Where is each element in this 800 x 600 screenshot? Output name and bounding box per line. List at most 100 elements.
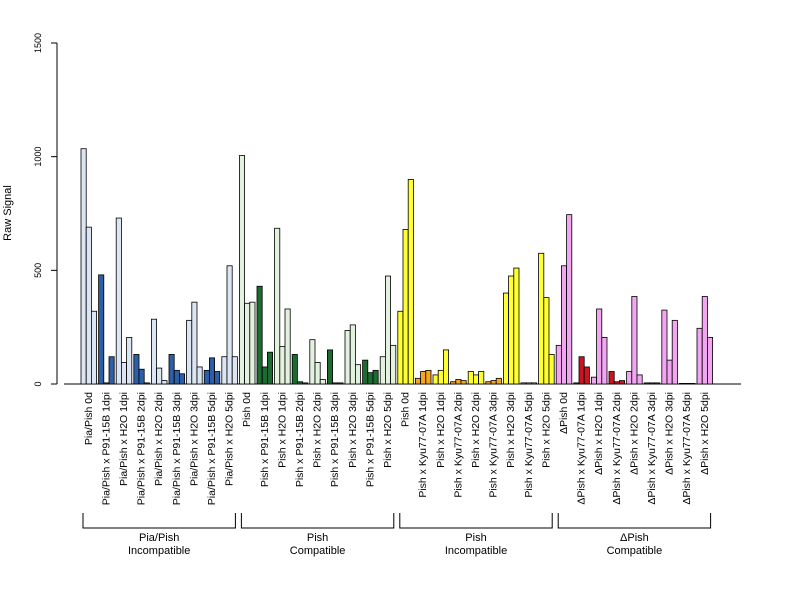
x-tick-label: Pia/Pish x H2O 1dpi (118, 392, 130, 486)
x-tick-label: Pish x H2O 3dpi (505, 392, 517, 468)
bar (631, 296, 638, 385)
bar (221, 356, 228, 385)
bar (108, 356, 115, 385)
bar (613, 381, 620, 385)
x-tick-label: Pia/Pish x H2O 2dpi (153, 392, 165, 486)
bar (138, 368, 145, 385)
x-tick-label: Pish x H2O 2dpi (470, 392, 482, 468)
bar (98, 274, 105, 385)
bar (578, 356, 585, 385)
group-sublabel: Incompatible (445, 545, 507, 557)
bar (390, 344, 397, 385)
x-tick-label: Pia/Pish x P91-15B 2dpi (136, 392, 148, 505)
bar (460, 380, 467, 385)
bar (296, 381, 303, 385)
bar (649, 382, 656, 385)
bar (420, 371, 427, 385)
bar (414, 377, 421, 385)
bar (244, 302, 251, 385)
bar (80, 148, 87, 385)
bar (354, 364, 361, 385)
bar (231, 356, 238, 385)
bar (679, 382, 686, 385)
bar (619, 380, 626, 385)
bar (238, 155, 245, 385)
x-tick-label: Pish x Kyu77-07A 2dpi (452, 392, 464, 498)
bar (208, 357, 215, 385)
bar (548, 354, 555, 385)
bar (326, 349, 333, 385)
y-tick-label: 500 (33, 263, 43, 278)
bar (450, 381, 457, 385)
bar (555, 344, 562, 385)
x-tick-label: Pish x Kyu77-07A 3dpi (488, 392, 500, 498)
x-tick-label: Pish x P91-15B 3dpi (329, 392, 341, 487)
group-sublabel: Incompatible (128, 545, 190, 557)
bar (397, 310, 404, 385)
bar (566, 214, 573, 385)
bar (133, 354, 140, 385)
x-tick-label: Pish x P91-15B 1dpi (259, 392, 271, 487)
y-tick-label: 1000 (33, 147, 43, 167)
bar (266, 351, 273, 385)
bar (689, 382, 696, 385)
x-tick-label: Pish x Kyu77-07A 5dpi (523, 392, 535, 498)
bar (407, 178, 414, 385)
group-label: Pia/Pish (139, 532, 179, 544)
bar (643, 382, 650, 385)
bar (661, 309, 668, 385)
x-tick-label: ΔPish x H2O 5dpi (699, 392, 711, 475)
bar (495, 377, 502, 385)
bar (91, 310, 98, 385)
x-tick-labels: Pia/Pish 0d Pia/Pish x P91-15B 1dpi Pia/Pi… (83, 392, 711, 505)
bar (314, 362, 321, 385)
group-bracket (82, 513, 236, 529)
group-sublabel: Compatible (290, 545, 346, 557)
x-tick-label: Pia/Pish x P91-15B 5dpi (206, 392, 218, 505)
bar (168, 354, 175, 385)
x-tick-label: Pish 0d (241, 392, 253, 427)
x-tick-label: Pish x H2O 5dpi (382, 392, 394, 468)
bar (203, 369, 210, 385)
bar (402, 229, 409, 385)
bar (156, 367, 163, 385)
bar (508, 275, 515, 385)
bar (309, 339, 316, 385)
x-tick-label: ΔPish 0d (558, 392, 570, 434)
bar (608, 371, 615, 385)
bar (186, 319, 193, 385)
bar (707, 336, 714, 385)
group-label: Pish (307, 532, 328, 544)
bar (379, 356, 386, 385)
bar (583, 366, 590, 385)
bar (150, 318, 157, 385)
y-tick-label: 0 (33, 381, 43, 386)
y-tick-label: 1500 (33, 33, 43, 53)
bar (467, 371, 474, 385)
bar (103, 382, 110, 385)
bar (372, 369, 379, 385)
bar (214, 371, 221, 385)
group-bracket (557, 513, 712, 529)
bar (591, 376, 598, 385)
bar (573, 382, 580, 385)
x-tick-label: ΔPish x H2O 2dpi (628, 392, 640, 475)
bar (455, 379, 462, 385)
x-tick-label: Pish 0d (400, 392, 412, 427)
bar (543, 297, 550, 385)
x-tick-label: ΔPish x Kyu77-07A 5dpi (681, 392, 693, 505)
x-tick-label: Pia/Pish x P91-15B 1dpi (100, 392, 112, 505)
bar (115, 217, 122, 385)
bar (425, 369, 432, 385)
bar (684, 382, 691, 385)
bar (284, 308, 291, 385)
bar (126, 336, 133, 385)
bar (121, 362, 128, 385)
bar (196, 366, 203, 385)
bar (143, 382, 150, 385)
y-axis-label: Raw Signal (2, 185, 14, 241)
group-brackets: Pia/PishIncompatiblePishCompatiblePishIn… (82, 513, 712, 557)
bar (478, 371, 485, 385)
bar (538, 252, 545, 385)
group-bracket (240, 513, 395, 529)
